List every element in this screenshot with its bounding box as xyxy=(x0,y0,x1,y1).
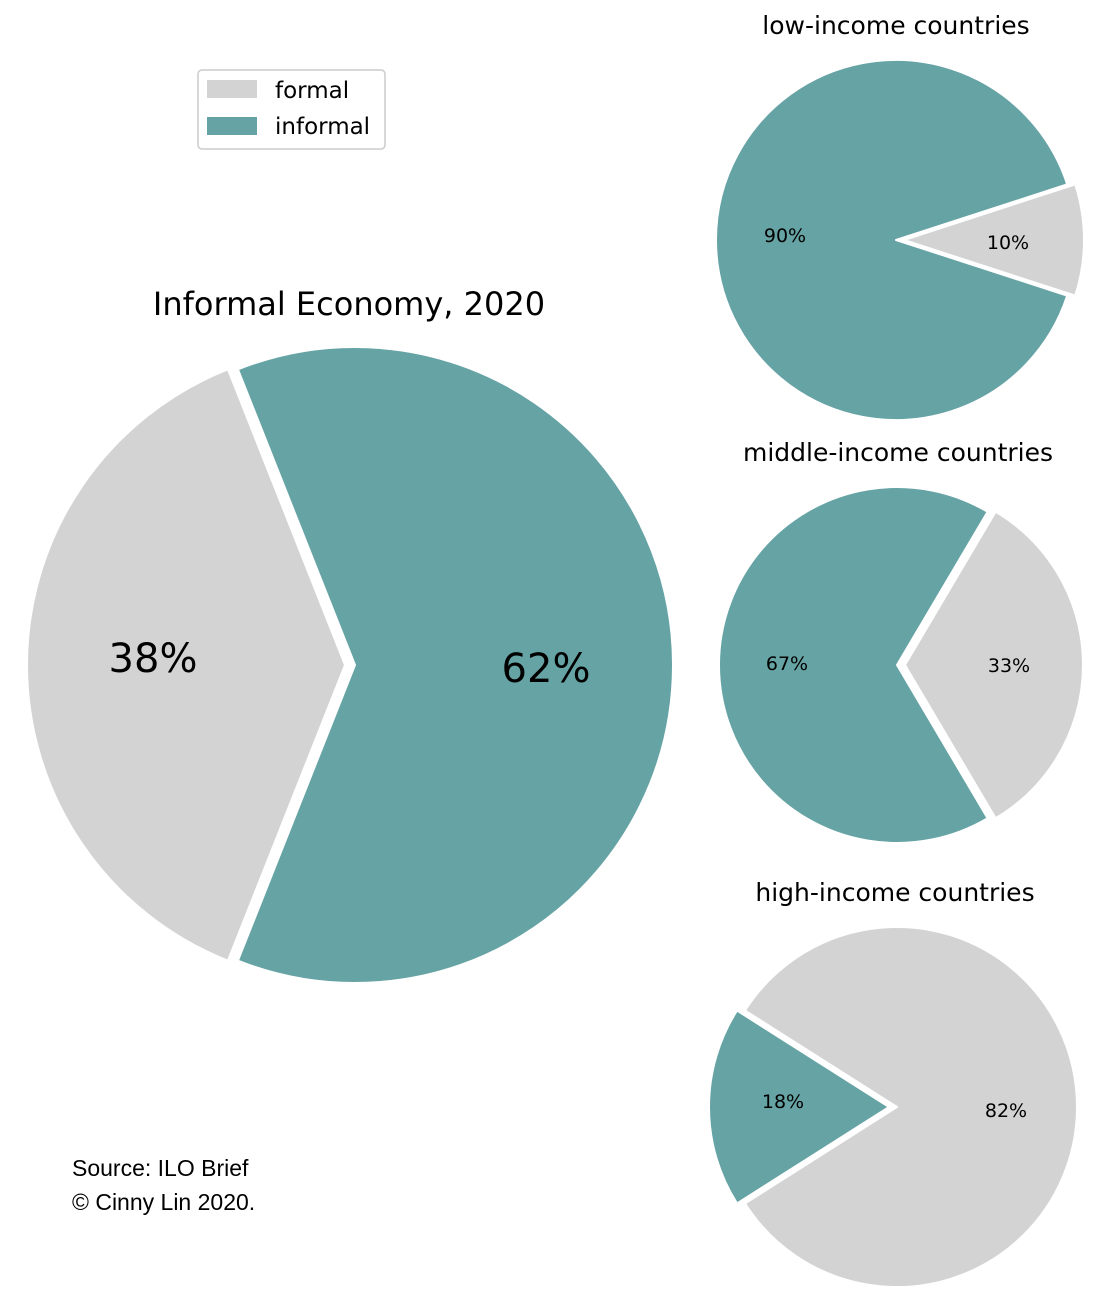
data-label-high-income-informal: 18% xyxy=(762,1091,804,1113)
chart-title-high-income: high-income countries xyxy=(755,878,1034,907)
data-label-overall-informal: 62% xyxy=(502,646,591,692)
source-note: Source: ILO Brief © Cinny Lin 2020. xyxy=(72,1151,255,1219)
legend-swatch-formal xyxy=(207,80,257,98)
pie-slice-middle-income-informal xyxy=(717,486,989,844)
pie-chart-high-income: high-income countries 82% 18% xyxy=(708,878,1078,1288)
data-label-low-income-informal: 90% xyxy=(764,225,806,247)
pie-slice-high-income-formal xyxy=(744,926,1078,1288)
pie-chart-low-income: low-income countries 10% 90% xyxy=(714,11,1085,421)
legend-label-formal: formal xyxy=(275,78,349,104)
pie-chart-overall: Informal Economy, 2020 38% 62% xyxy=(26,285,675,984)
pie-chart-middle-income: middle-income countries 33% 67% xyxy=(717,438,1084,844)
legend-label-informal: informal xyxy=(275,114,370,140)
pie-slice-low-income-formal xyxy=(903,183,1085,297)
data-label-middle-income-formal: 33% xyxy=(988,655,1030,677)
chart-title-overall: Informal Economy, 2020 xyxy=(153,285,545,323)
data-label-high-income-formal: 82% xyxy=(985,1100,1027,1122)
chart-title-low-income: low-income countries xyxy=(762,11,1029,40)
pie-slice-middle-income-formal xyxy=(904,510,1084,820)
copyright-line: © Cinny Lin 2020. xyxy=(72,1189,256,1215)
pie-slice-overall-informal xyxy=(236,346,675,984)
data-label-overall-formal: 38% xyxy=(109,636,198,682)
legend: formal informal xyxy=(197,69,386,150)
chart-title-middle-income: middle-income countries xyxy=(743,438,1053,467)
source-line: Source: ILO Brief xyxy=(72,1155,249,1181)
data-label-low-income-formal: 10% xyxy=(987,232,1029,254)
pie-slice-low-income-informal xyxy=(714,59,1069,421)
pie-slice-overall-formal xyxy=(26,368,346,962)
legend-swatch-informal xyxy=(207,117,257,135)
data-label-middle-income-informal: 67% xyxy=(766,653,808,675)
pie-slice-high-income-informal xyxy=(708,1009,890,1205)
